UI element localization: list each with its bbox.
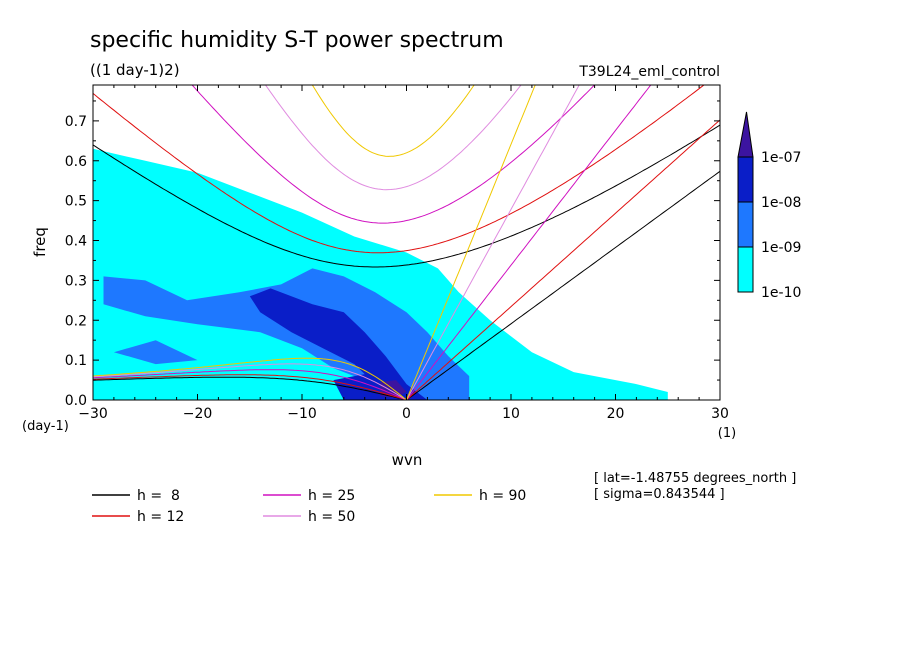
y-axis: 0.0 0.1 0.2 0.3 0.4 0.5 0.6 0.7	[65, 100, 720, 409]
curve-h8-rossby	[93, 376, 407, 400]
curve-h50-kelvin	[406, 85, 580, 400]
curve-h12-gravity	[93, 85, 705, 254]
x-axis-label: wvn	[392, 451, 423, 469]
shading-region-2	[113, 200, 292, 241]
y-tick-label: 0.5	[65, 194, 87, 210]
colorbar-extension	[737, 111, 754, 158]
y-tick-label: 0.7	[65, 114, 87, 130]
dispersion-curves	[93, 85, 720, 400]
colorbar-segment-1	[737, 246, 754, 293]
colorbar: 1e-10 1e-09 1e-08 1e-07	[737, 111, 801, 301]
colorbar-label: 1e-09	[761, 240, 801, 256]
curve-h25-rossby	[93, 369, 407, 400]
y-tick-label: 0.0	[65, 393, 87, 409]
y-tick-label: 0.6	[65, 154, 87, 170]
x-tick-label: 0	[402, 406, 411, 422]
curve-h90-kelvin	[406, 85, 536, 400]
curve-h50-gravity	[264, 85, 522, 191]
x-tick-label: −10	[287, 406, 317, 422]
curve-h8-gravity	[93, 124, 720, 268]
latitude-annotation: [ lat=-1.48755 degrees_north ]	[594, 471, 796, 486]
curve-h50-rossby	[93, 363, 407, 400]
y-tick-label: 0.2	[65, 313, 87, 329]
x-axis: −30 −20 −10 0 10 20 30	[78, 85, 729, 422]
curve-h8-kelvin	[406, 170, 720, 400]
x-tick-label: −30	[78, 406, 108, 422]
curve-h12-kelvin	[406, 119, 720, 400]
x-unit-label: (1)	[718, 426, 736, 441]
legend: h = 8 h = 12 h = 25 h = 50 h = 90	[92, 488, 526, 525]
legend-label-h8: h = 8	[137, 488, 180, 504]
colorbar-segment-2	[737, 201, 754, 248]
curve-h90-rossby	[93, 357, 407, 400]
x-tick-label: 20	[607, 406, 625, 422]
spectrum-shading	[93, 148, 668, 400]
legend-label-h12: h = 12	[137, 509, 184, 525]
legend-label-h50: h = 50	[308, 509, 355, 525]
shading-region-4	[113, 340, 198, 365]
y-axis-label: freq	[31, 227, 49, 257]
chart-subtitle: ((1 day-1)2)	[90, 61, 180, 79]
colorbar-label: 1e-08	[761, 195, 801, 211]
shading-region-5	[249, 288, 428, 400]
curve-h90-gravity	[311, 85, 475, 157]
curve-h25-kelvin	[406, 85, 652, 400]
y-tick-label: 0.1	[65, 353, 87, 369]
colorbar-label: 1e-10	[761, 285, 801, 301]
colorbar-segment-3	[737, 156, 754, 203]
y-tick-label: 0.3	[65, 273, 87, 289]
x-tick-label: 30	[711, 406, 729, 422]
chart-title: specific humidity S-T power spectrum	[90, 28, 504, 53]
run-label: T39L24_eml_control	[578, 64, 720, 80]
legend-label-h25: h = 25	[308, 488, 355, 504]
curve-h12-rossby	[93, 374, 407, 400]
y-tick-label: 0.4	[65, 234, 87, 250]
x-tick-label: −20	[183, 406, 213, 422]
y-unit-label: (day-1)	[22, 419, 69, 434]
x-tick-label: 10	[502, 406, 520, 422]
colorbar-label: 1e-07	[761, 150, 801, 166]
legend-label-h90: h = 90	[479, 488, 526, 504]
sigma-annotation: [ sigma=0.843544 ]	[594, 487, 725, 502]
